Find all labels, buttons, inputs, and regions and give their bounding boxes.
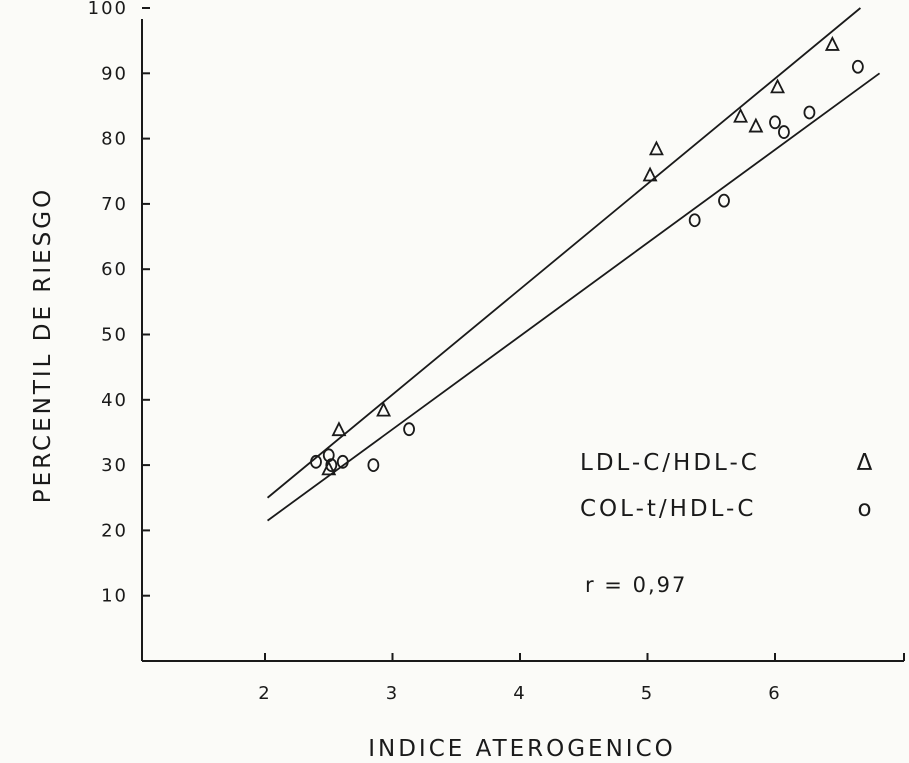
legend-symbol-triangle: Δ — [857, 450, 876, 476]
circle-point — [778, 125, 790, 139]
axes — [141, 7, 905, 662]
legend-symbol-circle: o — [857, 496, 874, 522]
circle-point — [310, 454, 322, 469]
circle-point — [769, 115, 781, 130]
y-tick-label: 50 — [101, 325, 128, 346]
legend: LDL-C/HDL-C Δ COL-t/HDL-C o — [580, 450, 876, 522]
x-tick-label: 4 — [513, 683, 526, 704]
triangle-point — [321, 460, 337, 476]
circle-point — [851, 59, 864, 74]
triangle-point — [331, 421, 347, 437]
legend-label-ldl: LDL-C/HDL-C — [580, 450, 760, 476]
y-tick-label: 100 — [88, 0, 128, 19]
x-tick-label: 3 — [386, 683, 399, 704]
circle-point — [367, 458, 380, 473]
circle-point — [325, 458, 338, 473]
fit-line-col — [267, 72, 881, 522]
circle-point — [336, 454, 349, 469]
fit-lines — [266, 7, 881, 522]
x-tick-label: 5 — [641, 683, 654, 704]
y-tick-label: 10 — [101, 586, 128, 607]
triangle-point — [770, 78, 786, 94]
triangle-point — [642, 166, 658, 182]
y-tick-label: 90 — [101, 63, 128, 84]
x-tick-label: 2 — [258, 683, 271, 704]
y-tick-label: 60 — [101, 259, 128, 280]
triangle-point — [733, 107, 749, 123]
y-tick-label: 20 — [101, 520, 128, 541]
y-tick-label: 40 — [101, 390, 128, 411]
circle-point — [688, 213, 701, 228]
correlation-annotation: r = 0,97 — [585, 573, 687, 597]
y-tick-label: 80 — [101, 129, 128, 150]
triangle-point — [748, 117, 764, 133]
y-tick-label: 70 — [101, 194, 128, 215]
y-tick-label: 30 — [101, 455, 128, 476]
fit-line-ldl — [266, 7, 861, 499]
triangle-point — [376, 401, 392, 417]
data-points — [310, 35, 864, 476]
x-tick-label: 6 — [768, 683, 781, 704]
y-axis-title: PERCENTIL DE RIESGO — [30, 187, 56, 503]
x-axis-title: INDICE ATEROGENICO — [368, 736, 676, 762]
legend-label-col: COL-t/HDL-C — [580, 496, 756, 522]
circle-point — [322, 448, 335, 463]
triangle-point — [648, 140, 664, 156]
tick-labels: 10 20 30 40 50 60 70 80 90 100 2 3 4 5 6 — [88, 0, 781, 704]
circle-point — [403, 422, 415, 437]
circle-point — [718, 193, 730, 208]
triangle-point — [824, 35, 840, 51]
circle-point — [803, 105, 816, 120]
